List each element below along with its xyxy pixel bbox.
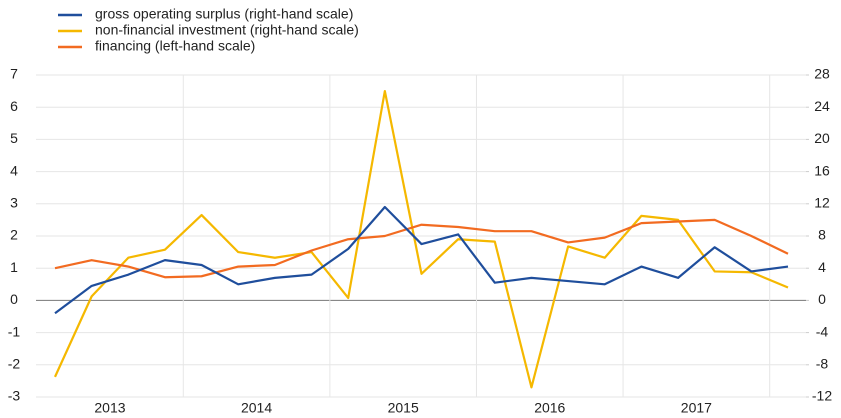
series-line xyxy=(54,205,789,315)
y-tick-label: -1 xyxy=(8,323,21,339)
x-tick-label: 2015 xyxy=(388,400,419,416)
y2-tick-label: -12 xyxy=(812,388,832,404)
y2-tick-label: -4 xyxy=(816,323,829,339)
y-tick-label: 7 xyxy=(10,66,18,82)
y-tick-label: 6 xyxy=(10,98,18,114)
y-tick-label: 2 xyxy=(10,227,18,243)
legend: gross operating surplus (right-hand scal… xyxy=(58,6,359,54)
legend-label: gross operating surplus (right-hand scal… xyxy=(95,6,353,22)
x-tick-label: 2016 xyxy=(534,400,565,416)
legend-label: non-financial investment (right-hand sca… xyxy=(95,22,359,38)
y2-tick-label: 12 xyxy=(814,195,830,211)
y2-tick-label: 4 xyxy=(818,259,826,275)
y2-tick-label: -8 xyxy=(816,356,829,372)
y-tick-label: -3 xyxy=(8,388,21,404)
y2-tick-label: 8 xyxy=(818,227,826,243)
y-tick-label: -2 xyxy=(8,356,21,372)
x-tick-label: 2014 xyxy=(241,400,272,416)
series-line xyxy=(54,218,789,279)
x-tick-label: 2013 xyxy=(94,400,125,416)
y-tick-label: 4 xyxy=(10,162,18,178)
x-tick-label: 2017 xyxy=(681,400,712,416)
y2-tick-label: 24 xyxy=(814,98,830,114)
legend-label: financing (left-hand scale) xyxy=(95,38,255,54)
y-tick-label: 3 xyxy=(10,195,18,211)
y-tick-label: 5 xyxy=(10,130,18,146)
y2-tick-label: 20 xyxy=(814,130,830,146)
y2-tick-label: 0 xyxy=(818,291,826,307)
y-tick-label: 1 xyxy=(10,259,18,275)
series-line xyxy=(53,90,789,389)
y2-tick-label: 28 xyxy=(814,66,830,82)
y-tick-label: 0 xyxy=(10,291,18,307)
y2-tick-label: 16 xyxy=(814,162,830,178)
